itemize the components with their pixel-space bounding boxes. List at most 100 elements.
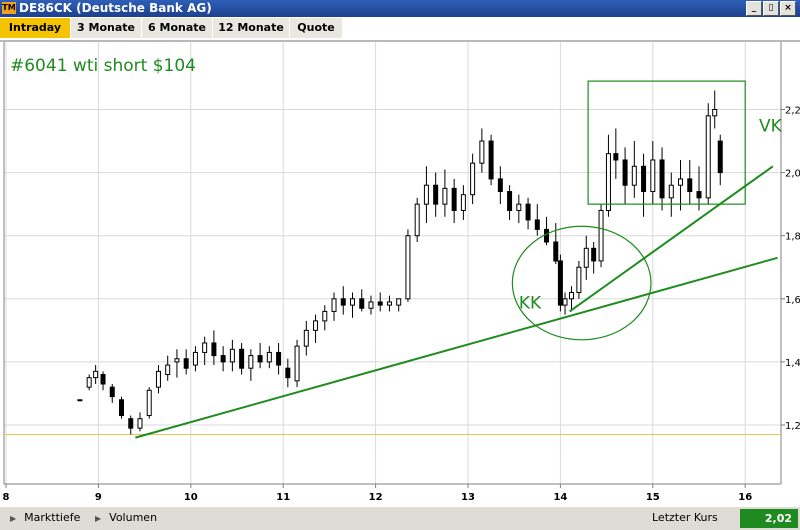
volumen-toggle[interactable]: ▶ Volumen [95,511,157,526]
sell-zone-box [587,80,746,205]
close-button[interactable]: × [780,1,796,16]
candle-body [386,301,392,306]
app-logo: TM [2,2,16,14]
y-tick-label: 1,4 [785,358,800,369]
volumen-label: Volumen [109,511,158,524]
candle-body [442,187,448,205]
candle-body [313,320,319,331]
candle-body [423,184,429,205]
candle-body [322,310,328,322]
candle-body [405,235,411,300]
tab-12-monate[interactable]: 12 Monate [213,18,290,38]
tab-divider [0,40,800,42]
candle-body [705,115,711,199]
candle-body [303,329,309,347]
x-tick-label: 15 [646,492,660,503]
candle-body [285,367,291,379]
candle-body [631,165,637,186]
chart-background [0,42,800,507]
markttiefe-toggle[interactable]: ▶ Markttiefe [10,511,80,526]
candle-body [583,247,589,268]
tab-3-monate[interactable]: 3 Monate [71,18,142,38]
sell-signal-label: VK [759,117,783,137]
candle-body [622,159,628,186]
buy-zone-circle [511,225,652,341]
candle-body [613,153,619,161]
candle-body [451,187,457,211]
chart-title: #6041 wti short $104 [10,56,196,76]
x-tick-label: 13 [461,492,475,503]
candle-body [266,351,272,363]
candle-body [174,358,180,363]
candle-body [239,348,245,369]
candle-body [516,203,522,211]
buy-signal-label: KK [519,293,542,313]
candle-body [202,342,208,353]
x-tick-label: 14 [553,492,567,503]
candle-body [340,298,346,306]
candle-body [678,178,684,186]
candle-body [165,364,171,376]
candle-body [257,355,263,363]
y-tick-label: 1,8 [785,232,800,243]
annotations: KK VK [135,80,783,439]
candle-body [479,140,485,164]
x-tick-label: 11 [276,492,290,503]
candle-body [641,165,647,193]
y-tick-label: 1,2 [785,421,800,432]
candle-body [368,301,374,309]
candles [77,90,723,435]
candle-body [276,351,282,366]
candle-body [192,351,198,366]
expand-arrow-icon: ▶ [10,514,17,523]
x-axis-ticks: 8 9 10 11 12 13 14 15 16 [3,484,752,503]
restore-button[interactable]: ▯ [763,1,779,16]
candle-body [414,203,420,237]
candle-body [687,178,693,193]
candle-body [696,191,702,199]
candle-body [553,241,559,262]
candle-body [100,374,106,385]
tab-quote[interactable]: Quote [290,18,343,38]
candle-body [507,191,513,211]
x-tick-label: 12 [369,492,383,503]
candle-body [396,298,402,306]
candle-body [77,399,83,402]
x-tick-label: 10 [184,492,198,503]
candle-body [668,184,674,199]
minimize-button[interactable]: _ [746,1,762,16]
candle-body [568,291,574,300]
candle-body [183,358,189,369]
last-price-value: 2,02 [740,509,798,528]
candle-body [433,184,439,205]
candle-body [562,298,568,306]
y-axis-ticks: 1,2 1,4 1,6 1,8 2,0 2,2 [781,106,800,432]
tab-intraday[interactable]: Intraday [0,18,71,38]
candle-body [248,355,254,369]
timeframe-tabs: Intraday 3 Monate 6 Monate 12 Monate Quo… [0,17,800,39]
tab-6-monate[interactable]: 6 Monate [142,18,213,38]
x-tick-label: 16 [738,492,752,503]
window-title: DE86CK (Deutsche Bank AG) [19,1,212,15]
candle-body [605,153,611,211]
markttiefe-label: Markttiefe [24,511,81,524]
candle-body [137,418,143,429]
trendline [569,165,774,313]
x-tick-label: 9 [95,492,102,503]
candle-body [576,266,582,293]
candle-body [717,140,723,174]
candle-body [591,247,597,262]
candle-body [712,109,718,117]
candle-body [146,389,152,417]
candle-body [93,370,99,379]
candle-body [350,298,355,306]
candle-body [557,260,563,306]
candle-body [650,159,656,193]
y-tick-label: 2,2 [785,106,800,117]
candle-body [544,228,550,243]
candle-body [86,377,92,388]
candle-body [294,345,300,382]
candle-body [229,348,235,363]
price-chart: KK VK 8 9 10 11 12 13 14 15 16 1,2 1,4 1,6 1,8 2,0 2,2… [0,42,800,507]
bottom-bar: ▶ Markttiefe ▶ Volumen Letzter Kurs 2,02 [0,507,800,530]
